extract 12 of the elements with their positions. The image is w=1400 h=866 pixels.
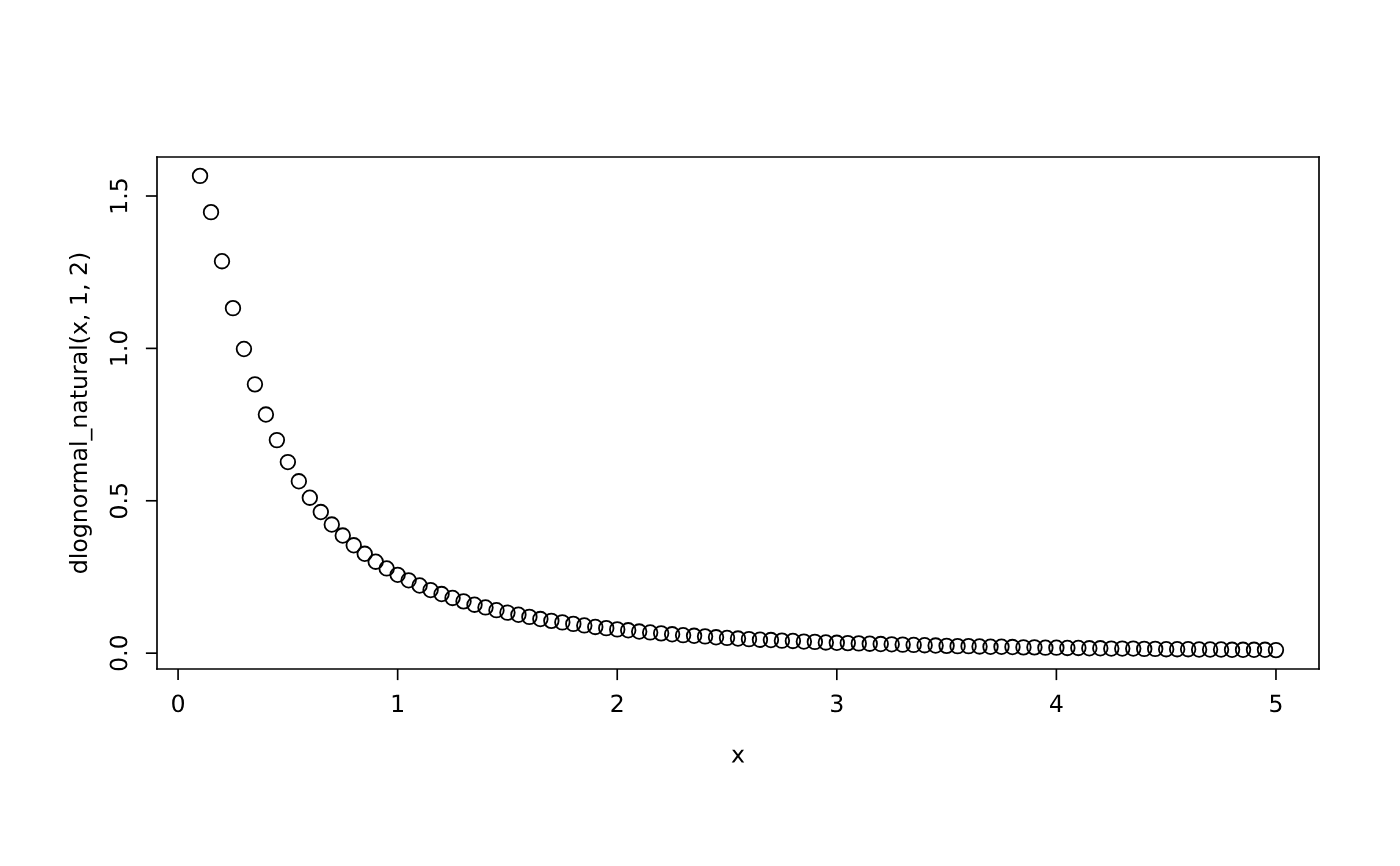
y-tick-label: 1.5 bbox=[109, 179, 128, 213]
y-tick-label: 1.0 bbox=[109, 331, 128, 365]
x-axis-title: x bbox=[731, 749, 745, 763]
y-tick-label: 0.5 bbox=[109, 484, 128, 518]
x-tick-label: 3 bbox=[831, 694, 843, 713]
y-tick-label: 0.0 bbox=[109, 635, 128, 671]
x-tick-label: 0 bbox=[172, 694, 185, 713]
x-tick-label: 1 bbox=[392, 694, 403, 712]
x-tick-label: 2 bbox=[611, 694, 623, 712]
x-tick-label: 5 bbox=[1270, 694, 1282, 713]
y-axis-title: dlognormal_natural(x, 1, 2) bbox=[68, 253, 93, 573]
x-tick-label: 4 bbox=[1050, 694, 1063, 712]
